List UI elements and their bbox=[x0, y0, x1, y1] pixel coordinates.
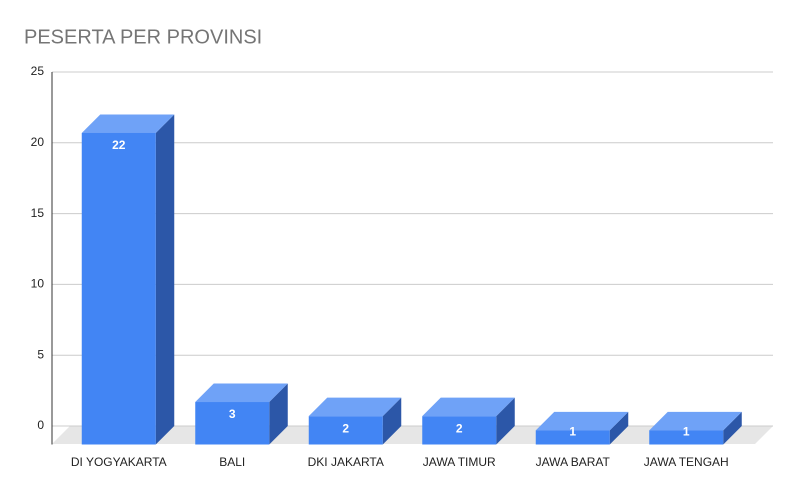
bar-front bbox=[422, 416, 497, 445]
data-label: 1 bbox=[569, 425, 576, 439]
y-tick-label: 15 bbox=[31, 206, 45, 220]
data-label: 22 bbox=[112, 138, 126, 152]
data-label: 2 bbox=[456, 421, 463, 435]
x-tick-label: DKI JAKARTA bbox=[308, 455, 384, 469]
x-tick-label: JAWA BARAT bbox=[536, 455, 611, 469]
bar bbox=[308, 397, 402, 445]
y-tick-label: 0 bbox=[37, 418, 44, 432]
bar-front bbox=[195, 402, 270, 445]
data-label: 3 bbox=[229, 407, 236, 421]
bar-front bbox=[535, 430, 610, 445]
bar-side bbox=[382, 397, 402, 445]
x-tick-label: BALI bbox=[219, 455, 245, 469]
bar-top bbox=[649, 411, 742, 431]
bar-side bbox=[609, 411, 629, 445]
y-tick-label: 25 bbox=[31, 64, 45, 78]
bar-side bbox=[155, 114, 175, 445]
data-label: 2 bbox=[342, 421, 349, 435]
bar-top bbox=[81, 114, 175, 133]
bar-top bbox=[535, 411, 629, 431]
y-tick-label: 5 bbox=[37, 347, 44, 361]
bar-front bbox=[81, 132, 156, 445]
bar-side bbox=[496, 397, 515, 445]
bar-top bbox=[422, 397, 515, 417]
chart-title: PESERTA PER PROVINSI bbox=[24, 26, 262, 48]
bar bbox=[649, 411, 742, 445]
y-tick-label: 20 bbox=[31, 135, 45, 149]
y-tick-label: 10 bbox=[31, 277, 45, 291]
bar-front bbox=[308, 416, 383, 445]
x-tick-label: DI YOGYAKARTA bbox=[71, 455, 167, 469]
x-tick-label: JAWA TIMUR bbox=[423, 455, 496, 469]
x-tick-label: JAWA TENGAH bbox=[644, 455, 729, 469]
bar bbox=[195, 383, 288, 445]
bar bbox=[535, 411, 629, 445]
bar-side bbox=[269, 383, 288, 445]
bar-side bbox=[723, 411, 742, 445]
bar-top bbox=[195, 383, 288, 403]
data-label: 1 bbox=[683, 425, 690, 439]
bar-front bbox=[649, 430, 724, 445]
bar bbox=[81, 114, 175, 445]
bar-top bbox=[308, 397, 402, 417]
bar bbox=[422, 397, 515, 445]
